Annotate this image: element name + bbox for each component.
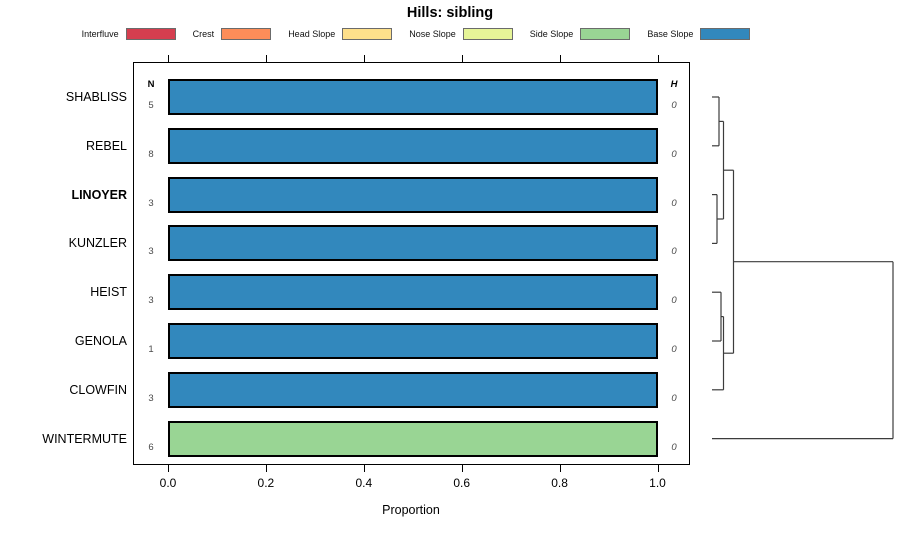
- legend-swatch: [125, 27, 176, 40]
- h-value: 0: [671, 148, 677, 160]
- bottom-x-tick: [657, 465, 659, 472]
- row-label: KUNZLER: [68, 236, 127, 251]
- h-value: 0: [671, 197, 677, 209]
- row-label: LINOYER: [71, 187, 127, 202]
- legend-item: Nose Slope: [409, 27, 513, 40]
- row-label: HEIST: [90, 285, 127, 300]
- bar-segment-base-slope: [168, 323, 658, 359]
- h-value: 0: [671, 441, 677, 453]
- legend-swatch: [700, 27, 751, 40]
- bar-segment-side-slope: [168, 420, 658, 457]
- legend-item: Head Slope: [288, 27, 393, 40]
- legend-swatch: [342, 27, 393, 40]
- bottom-x-tick: [461, 465, 463, 472]
- top-x-tick: [168, 55, 169, 62]
- n-value: 5: [148, 100, 154, 111]
- x-tick-label: 0.2: [257, 476, 275, 490]
- bar-segment-base-slope: [168, 371, 658, 408]
- bottom-x-tick: [265, 465, 267, 472]
- h-column-header: H: [670, 79, 678, 90]
- n-value: 8: [148, 148, 154, 160]
- bar-segment-base-slope: [168, 127, 658, 164]
- bottom-x-tick: [168, 465, 169, 472]
- n-value: 3: [148, 392, 154, 404]
- bar-segment-base-slope: [168, 225, 658, 262]
- row-label: WINTERMUTE: [42, 431, 127, 446]
- h-value: 0: [671, 344, 677, 355]
- legend-swatch: [221, 27, 272, 40]
- row-label: SHABLISS: [65, 90, 127, 104]
- legend-swatch: [462, 27, 513, 40]
- top-x-tick: [657, 55, 659, 62]
- bottom-x-tick: [559, 465, 561, 472]
- legend-label: Crest: [192, 28, 215, 39]
- x-tick-label: 0.4: [355, 476, 373, 490]
- n-value: 3: [148, 197, 154, 209]
- row-label: CLOWFIN: [69, 382, 127, 397]
- top-x-tick: [363, 55, 365, 62]
- bar-segment-base-slope: [168, 79, 658, 115]
- legend-label: Base Slope: [647, 28, 694, 39]
- x-tick-label: 1.0: [649, 476, 666, 490]
- row-label: GENOLA: [74, 334, 127, 348]
- bottom-x-tick: [363, 465, 365, 472]
- chart-title: Hills: sibling: [406, 5, 494, 21]
- row-label: REBEL: [86, 138, 127, 153]
- h-value: 0: [671, 295, 677, 307]
- legend-label: Interfluve: [81, 28, 119, 39]
- n-value: 6: [148, 441, 154, 453]
- legend-label: Head Slope: [288, 28, 336, 39]
- plot-box: [133, 62, 690, 465]
- h-value: 0: [671, 100, 677, 111]
- top-x-tick: [265, 55, 267, 62]
- bar-segment-base-slope: [168, 176, 658, 213]
- n-value: 1: [148, 344, 154, 355]
- x-tick-label: 0.6: [453, 476, 471, 490]
- x-axis-title: Proportion: [382, 503, 440, 517]
- legend-item: Crest: [192, 27, 272, 40]
- n-value: 3: [148, 295, 154, 307]
- legend-item: Base Slope: [647, 27, 751, 40]
- h-value: 0: [671, 392, 677, 404]
- legend-item: Interfluve: [81, 27, 176, 40]
- legend-item: Side Slope: [529, 27, 631, 40]
- bar-segment-base-slope: [168, 274, 658, 311]
- legend-label: Nose Slope: [409, 28, 456, 39]
- x-tick-label: 0.0: [159, 476, 177, 490]
- h-value: 0: [671, 246, 677, 258]
- n-value: 3: [148, 246, 154, 258]
- n-column-header: N: [147, 79, 155, 90]
- legend: Interfluve Crest Head Slope Nose Slope Side …: [0, 26, 832, 41]
- legend-label: Side Slope: [529, 28, 574, 39]
- legend-swatch: [580, 27, 631, 40]
- top-x-tick: [461, 55, 463, 62]
- top-x-tick: [559, 55, 561, 62]
- x-tick-label: 0.8: [551, 476, 568, 490]
